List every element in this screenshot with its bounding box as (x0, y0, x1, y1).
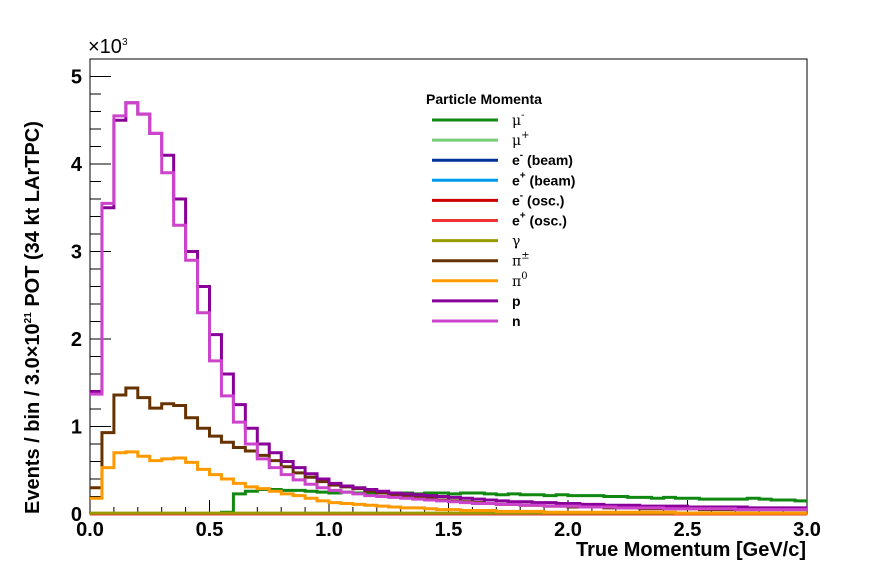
tick-labels: 0.0 0.5 1.0 1.5 2.0 2.5 3.0 0 1 2 3 4 5 (71, 67, 821, 542)
legend-sup: + (521, 130, 529, 141)
y-tick-label: 3 (71, 242, 82, 264)
y-multiplier-base: ×10 (88, 36, 122, 58)
legend-name: e (512, 152, 520, 168)
legend-label-6: γ (512, 234, 520, 250)
legend-sup: ± (521, 251, 529, 262)
series-line-8 (90, 450, 807, 515)
legend-sup: + (520, 170, 526, 181)
series-line-10 (90, 101, 807, 512)
y-axis-title-part-2: POT (34 kt LArTPC) (22, 121, 44, 312)
legend-label-10: n (512, 313, 521, 329)
x-tick-label: 3.0 (793, 519, 821, 541)
y-tick-label: 5 (71, 67, 82, 89)
legend-label-9: p (512, 293, 521, 309)
legend-name: π (512, 274, 521, 290)
legend-label-2: e- (beam) (512, 150, 573, 168)
legend-name: e (512, 172, 520, 188)
legend-name: μ (512, 133, 521, 149)
series-line-9 (90, 101, 807, 510)
legend-sup: + (520, 211, 526, 222)
x-axis-title: True Momentum [GeV/c] (576, 539, 806, 561)
legend-suffix: (osc.) (526, 213, 567, 229)
y-tick-label: 1 (71, 417, 82, 439)
legend-label-7: π± (512, 251, 530, 270)
y-axis-title-exp: 21 (23, 312, 34, 324)
legend-suffix: (osc.) (523, 192, 564, 208)
legend-label-1: μ+ (512, 130, 530, 149)
series-group (90, 101, 807, 516)
y-tick-label: 4 (71, 154, 83, 176)
y-tick-label: 2 (71, 329, 82, 351)
x-tick-label: 0.5 (196, 519, 224, 541)
y-multiplier-exp: 3 (122, 37, 128, 48)
legend-sup: - (520, 150, 523, 161)
legend-name: e (512, 192, 520, 208)
series-line-0 (90, 488, 807, 516)
legend-sup: - (521, 110, 524, 121)
legend-name: π (512, 254, 521, 270)
legend-name: γ (512, 234, 520, 250)
legend-label-0: μ- (512, 110, 525, 129)
legend-name: μ (512, 113, 521, 129)
y-multiplier: ×103 (88, 36, 128, 58)
legend: Particle Momenta μ-μ+e- (beam)e+ (beam)e… (426, 91, 575, 329)
x-tick-label: 0.0 (76, 519, 104, 541)
x-tick-label: 2.5 (674, 519, 702, 541)
y-axis-title: Events / bin / 3.0×1021 POT (34 kt LArTP… (22, 121, 44, 514)
x-tick-label: 1.5 (435, 519, 463, 541)
legend-sup: 0 (521, 271, 527, 282)
y-tick-label: 0 (71, 504, 82, 526)
legend-sup: - (520, 190, 523, 201)
y-axis-title-part-1: Events / bin / 3.0 (22, 357, 44, 514)
legend-title: Particle Momenta (426, 91, 542, 107)
x-tick-label: 2.0 (554, 519, 582, 541)
legend-label-3: e+ (beam) (512, 170, 575, 188)
legend-label-4: e- (osc.) (512, 190, 564, 208)
legend-suffix: (beam) (523, 152, 573, 168)
legend-name: n (512, 313, 521, 329)
legend-label-8: π0 (512, 271, 528, 290)
legend-name: p (512, 293, 521, 309)
y-axis-title-times: × (22, 346, 44, 358)
legend-suffix: (beam) (526, 172, 576, 188)
legend-name: e (512, 213, 520, 229)
y-axis-title-ten: 10 (22, 323, 44, 345)
x-tick-label: 1.0 (315, 519, 343, 541)
legend-label-5: e+ (osc.) (512, 211, 567, 229)
series-line-7 (90, 386, 807, 512)
